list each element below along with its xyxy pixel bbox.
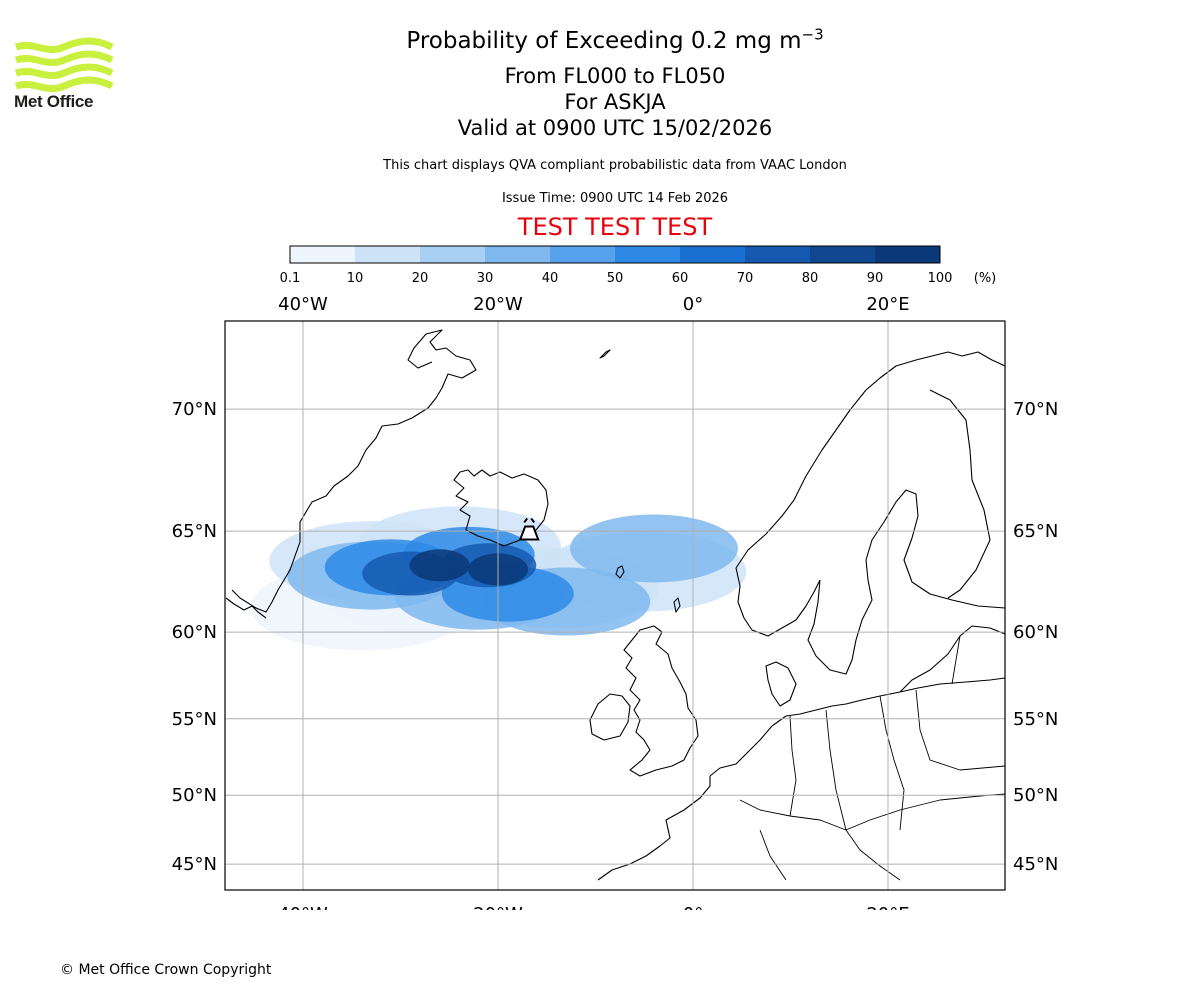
colorbar-tick-label: 50 (607, 271, 624, 286)
lon-label-top: 40°W (278, 294, 328, 315)
logo-wave (14, 63, 114, 80)
coast-baltic (899, 625, 1005, 693)
colorbar-cell (615, 246, 681, 263)
chart-title: Probability of Exceeding 0.2 mg m−3 (0, 25, 1200, 54)
valid-time: Valid at 0900 UTC 15/02/2026 (457, 116, 773, 140)
coast-finland (929, 389, 991, 599)
colorbar-cell (680, 246, 746, 263)
lon-label-bottom: 20°E (866, 904, 909, 910)
lat-label-right: 65°N (1013, 521, 1058, 542)
colorbar: 0.1 10 20 30 40 50 60 70 80 90 100 (%) (280, 245, 997, 286)
colorbar-unit: (%) (974, 271, 997, 286)
colorbar-cell (420, 246, 486, 263)
coast-norway (735, 351, 1005, 569)
volcano-icon (518, 517, 540, 541)
logo-wave (14, 76, 114, 93)
volcano-name: For ASKJA (564, 90, 666, 114)
logo-waves-icon (14, 37, 114, 93)
ash-plume (250, 506, 747, 651)
colorbar-frame (289, 245, 941, 264)
lon-label-bottom: 20°W (473, 904, 523, 910)
map: 40°W 40°W 20°W 20°W 0° 0° 20°E 20°E 70°N 70°N 65°N… (172, 294, 1059, 910)
coast-europe (709, 677, 1005, 777)
colorbar-tick-label: 90 (867, 271, 884, 286)
colorbar-tick-label: 70 (737, 271, 754, 286)
logo-text: Met Office (14, 92, 94, 111)
colorbar-cell (290, 246, 356, 263)
coast-denmark (765, 661, 797, 707)
coast-great-britain (623, 625, 699, 777)
coast-bothnia (865, 489, 1005, 609)
logo-wave (14, 37, 114, 54)
lat-label-left: 55°N (172, 709, 217, 730)
lon-label-bottom: 0° (683, 904, 703, 910)
colorbar-cell (875, 246, 941, 263)
colorbar-tick-label: 10 (347, 271, 364, 286)
gridlines (225, 321, 1005, 890)
colorbar-cell (485, 246, 551, 263)
chart-title-exponent: −3 (801, 25, 824, 44)
coast-iceland (453, 469, 549, 547)
test-banner: TEST TEST TEST (517, 213, 713, 241)
met-office-logo (14, 37, 114, 93)
colorbar-cell (810, 246, 876, 263)
coast-sweden-west (807, 559, 873, 675)
coast-greenland (231, 329, 477, 613)
colorbar-cell (355, 246, 421, 263)
lat-label-left: 60°N (172, 622, 217, 643)
coast-norway-south (735, 567, 821, 637)
colorbar-cell (550, 246, 616, 263)
coast-france (597, 776, 711, 881)
border-lines (739, 635, 1005, 881)
lat-label-left: 50°N (172, 785, 217, 806)
lat-label-left: 70°N (172, 399, 217, 420)
flight-levels: From FL000 to FL050 (504, 64, 726, 88)
coast-greenland-south (225, 597, 267, 619)
lon-label-top: 20°E (866, 294, 909, 315)
coast-shetland (673, 597, 681, 613)
colorbar-tick-label: 20 (412, 271, 429, 286)
coast-faroe (615, 565, 625, 579)
coastlines (225, 329, 1005, 881)
chart-title-text: Probability of Exceeding 0.2 mg m (406, 28, 802, 54)
lat-label-left: 45°N (172, 854, 217, 875)
colorbar-tick-label: 60 (672, 271, 689, 286)
plume-cell (570, 514, 738, 583)
lat-label-right: 55°N (1013, 709, 1058, 730)
colorbar-tick-label: 40 (542, 271, 559, 286)
issue-time: Issue Time: 0900 UTC 14 Feb 2026 (501, 191, 729, 206)
map-frame (224, 320, 1006, 891)
colorbar-cell (745, 246, 811, 263)
lat-label-right: 45°N (1013, 854, 1058, 875)
subtitle: This chart displays QVA compliant probab… (383, 158, 847, 173)
copyright: © Met Office Crown Copyright (60, 962, 272, 978)
lon-label-top: 0° (683, 294, 703, 315)
coast-ireland (589, 693, 631, 741)
colorbar-tick-label: 80 (802, 271, 819, 286)
lat-label-right: 70°N (1013, 399, 1058, 420)
colorbar-tick-label: 0.1 (280, 271, 301, 286)
lon-label-bottom: 40°W (278, 904, 328, 910)
coast-jan-mayen (599, 349, 611, 359)
lat-label-right: 50°N (1013, 785, 1058, 806)
lat-label-right: 60°N (1013, 622, 1058, 643)
colorbar-tick-label: 100 (928, 271, 953, 286)
lat-label-left: 65°N (172, 521, 217, 542)
lon-label-top: 20°W (473, 294, 523, 315)
plume-cell (409, 549, 470, 582)
logo-wave (14, 50, 114, 67)
colorbar-tick-label: 30 (477, 271, 494, 286)
